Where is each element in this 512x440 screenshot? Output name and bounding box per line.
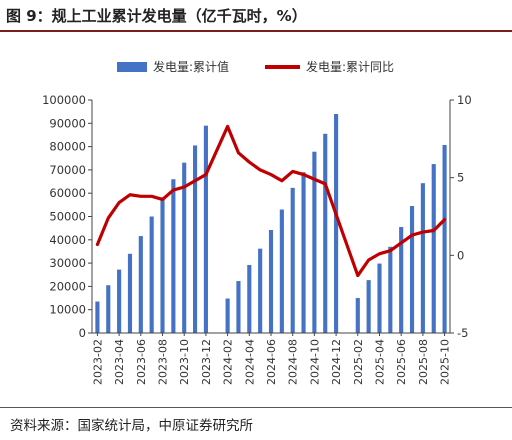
line-series [95,124,447,278]
bar [236,281,241,333]
bar [149,216,154,333]
bar [409,206,415,333]
bar [106,285,111,333]
bar [366,280,371,333]
bar [95,301,100,333]
legend-bar-label: 发电量:累计值 [153,59,229,74]
bar [203,125,208,333]
left-tick-label: 100000 [42,93,86,107]
x-tick-label: 2024-10 [308,339,321,385]
bar [268,230,274,333]
bar [138,236,143,333]
x-tick-label: 2025-08 [417,339,430,385]
legend: 发电量:累计值 发电量:累计同比 [117,59,394,74]
bar [399,226,404,333]
bar-series [95,113,447,333]
left-tick-label: 10000 [49,303,86,317]
x-tick-label: 2023-10 [178,339,191,385]
x-tick-label: 2023-08 [157,339,170,385]
x-tick-label: 2025-10 [439,339,452,385]
right-tick-label: 10 [457,93,472,107]
left-tick-label: 30000 [49,256,86,270]
bar [192,145,198,333]
x-tick-label: 2023-02 [91,339,104,385]
right-tick-label: 5 [457,171,464,185]
right-tick-label: 0 [457,248,464,262]
footer-rule [0,407,512,408]
bar [355,298,360,333]
x-tick-label: 2025-04 [373,339,386,385]
left-tick-label: 90000 [49,116,86,130]
left-tick-label: 20000 [49,279,86,293]
x-tick-label: 2024-12 [330,339,343,385]
bar [431,164,436,333]
left-tick-label: 50000 [49,210,86,224]
x-tick-label: 2024-08 [287,339,300,385]
x-tick-label: 2024-04 [243,339,256,385]
axes: 0 10000 20000 30000 40000 50000 60000 70000 8000… [42,93,472,385]
growth-line [95,124,447,278]
bar [388,246,393,333]
x-tick-label: 2023-04 [113,339,126,385]
x-tick-label: 2023-12 [200,339,213,385]
left-tick-label: 70000 [49,163,86,177]
legend-line-label: 发电量:累计同比 [306,59,394,74]
title-rule [0,30,512,32]
bar [127,253,133,333]
x-tick-label: 2023-06 [135,339,148,385]
chart: 发电量:累计值 发电量:累计同比 010000200003000040000500… [42,59,472,385]
left-tick-label: 0 [79,326,86,340]
bar [117,269,122,333]
left-tick-label: 60000 [49,186,86,200]
bar [171,179,176,333]
left-tick-label: 80000 [49,140,86,154]
bar [334,113,339,333]
bar [182,162,187,333]
legend-bar-swatch [117,62,147,72]
bar [247,264,252,333]
bar [225,298,230,333]
bar [301,172,306,333]
bar [258,248,263,333]
bar [442,144,447,333]
bar [279,209,284,333]
bar [160,197,165,333]
bar [323,133,328,333]
right-tick-label: -5 [457,326,468,340]
bar [420,183,425,333]
bar [290,187,295,333]
left-tick-label: 40000 [49,233,86,247]
x-tick-label: 2025-02 [352,339,365,385]
chart-title: 图 9：规上工业累计发电量（亿千瓦时，%） [6,7,307,25]
source-note: 资料来源：国家统计局，中原证券研究所 [10,418,253,434]
x-tick-label: 2024-06 [265,339,278,385]
bar [377,263,382,333]
x-tick-label: 2025-06 [395,339,408,385]
x-tick-label: 2024-02 [222,339,235,385]
bar [312,151,317,333]
